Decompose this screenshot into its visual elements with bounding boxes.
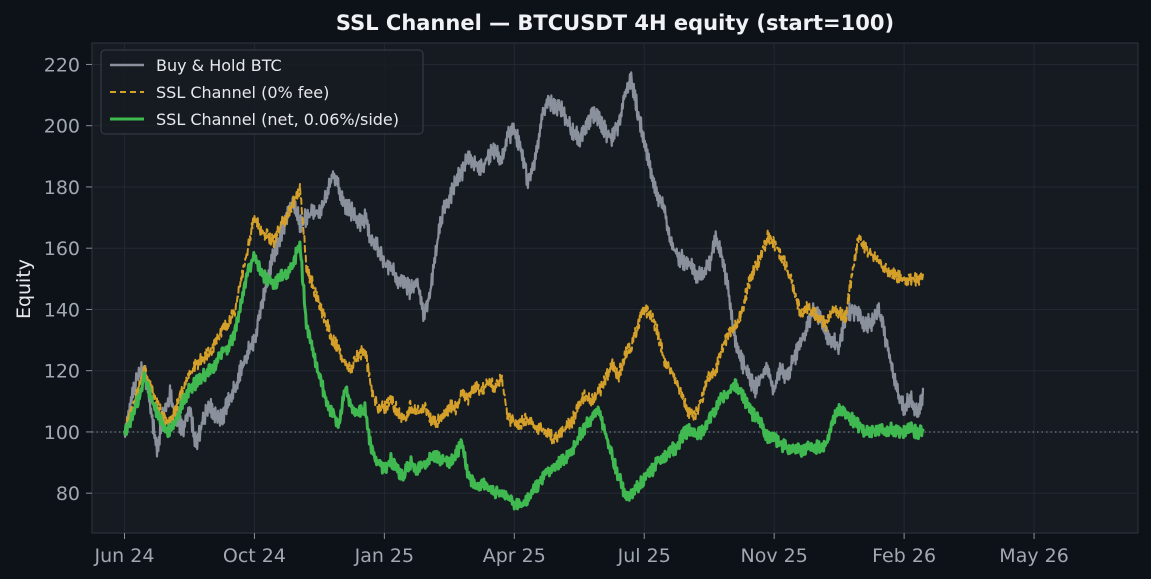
legend-label-buy-hold: Buy & Hold BTC xyxy=(156,56,282,75)
y-tick-label: 200 xyxy=(44,116,80,138)
series-layer xyxy=(123,71,925,511)
x-tick-label: Nov 25 xyxy=(741,545,808,567)
y-tick-label: 160 xyxy=(44,238,80,260)
series-buy-hold-line xyxy=(123,71,925,458)
y-axis-label: Equity xyxy=(13,259,35,319)
x-tick-label: Apr 25 xyxy=(483,545,546,567)
legend-box xyxy=(100,49,424,135)
x-tick-label: Jan 25 xyxy=(354,545,415,567)
y-tick-label: 180 xyxy=(44,177,80,199)
legend-label-ssl-0fee: SSL Channel (0% fee) xyxy=(156,83,329,102)
legend: Buy & Hold BTC SSL Channel (0% fee) SSL … xyxy=(100,49,424,135)
y-axis-ticks: 80 100 120 140 160 180 200 220 xyxy=(44,54,92,505)
x-tick-label: Oct 24 xyxy=(223,545,286,567)
x-tick-label: May 26 xyxy=(999,545,1069,567)
series-ssl-net-line xyxy=(123,240,925,511)
legend-label-ssl-net: SSL Channel (net, 0.06%/side) xyxy=(156,110,399,129)
series-ssl-0fee-line xyxy=(123,183,924,445)
y-tick-label: 140 xyxy=(44,299,80,321)
y-tick-label: 100 xyxy=(44,422,80,444)
x-axis-ticks: Jun 24 Oct 24 Jan 25 Apr 25 Jul 25 Nov 25 Feb … xyxy=(94,533,1069,567)
x-tick-label: Jul 25 xyxy=(617,545,671,567)
x-tick-label: Jun 24 xyxy=(94,545,155,567)
y-tick-label: 120 xyxy=(44,361,80,383)
x-tick-label: Feb 26 xyxy=(872,545,936,567)
y-tick-label: 220 xyxy=(44,54,80,76)
chart-title: SSL Channel — BTCUSDT 4H equity (start=1… xyxy=(336,11,894,35)
y-tick-label: 80 xyxy=(56,483,80,505)
